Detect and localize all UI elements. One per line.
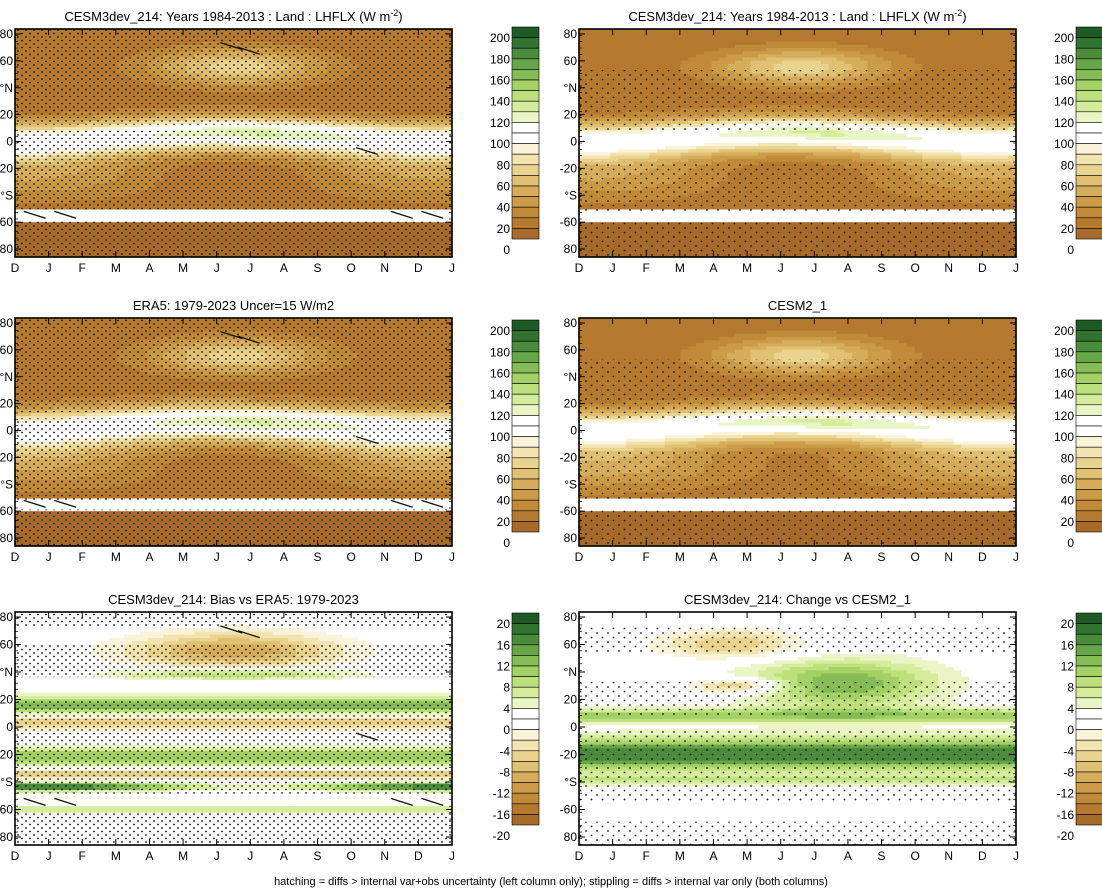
chart-title-tail: ) (398, 9, 402, 24)
figure: CESM3dev_214: Years 1984-2013 : Land : L… (0, 0, 1102, 895)
chart-panel-1: CESM3dev_214: Years 1984-2013 : Land : L… (0, 8, 539, 275)
chart-title-main: CESM3dev_214: Years 1984-2013 : Land : L… (64, 9, 390, 24)
chart-title-superscript: -2 (390, 8, 398, 18)
chart-title: CESM3dev_214: Years 1984-2013 : Land : L… (64, 8, 402, 24)
